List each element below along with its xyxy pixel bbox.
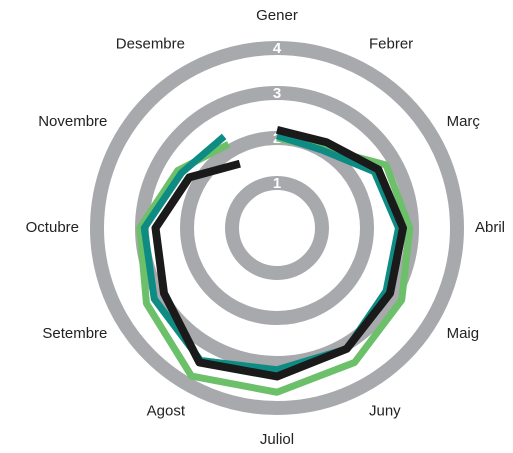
- ring-label: 1: [273, 175, 281, 192]
- ring: [180, 131, 374, 325]
- category-label: Agost: [147, 403, 186, 420]
- category-label: Gener: [256, 7, 298, 24]
- ring: [90, 41, 464, 415]
- category-label: Juny: [369, 403, 401, 420]
- category-label: Maig: [447, 325, 480, 342]
- category-label: Octubre: [26, 219, 79, 236]
- ring-label: 3: [273, 85, 281, 102]
- series-line: [136, 134, 414, 396]
- ring-label: 4: [273, 40, 282, 57]
- category-label: Abril: [475, 219, 505, 236]
- category-label: Juliol: [260, 431, 294, 448]
- category-label: Març: [447, 113, 481, 130]
- category-label: Febrer: [369, 35, 413, 52]
- series-line: [151, 126, 407, 381]
- category-label: Desembre: [116, 35, 185, 52]
- category-label: Novembre: [38, 113, 107, 130]
- category-label: Setembre: [42, 325, 107, 342]
- ring: [225, 176, 329, 280]
